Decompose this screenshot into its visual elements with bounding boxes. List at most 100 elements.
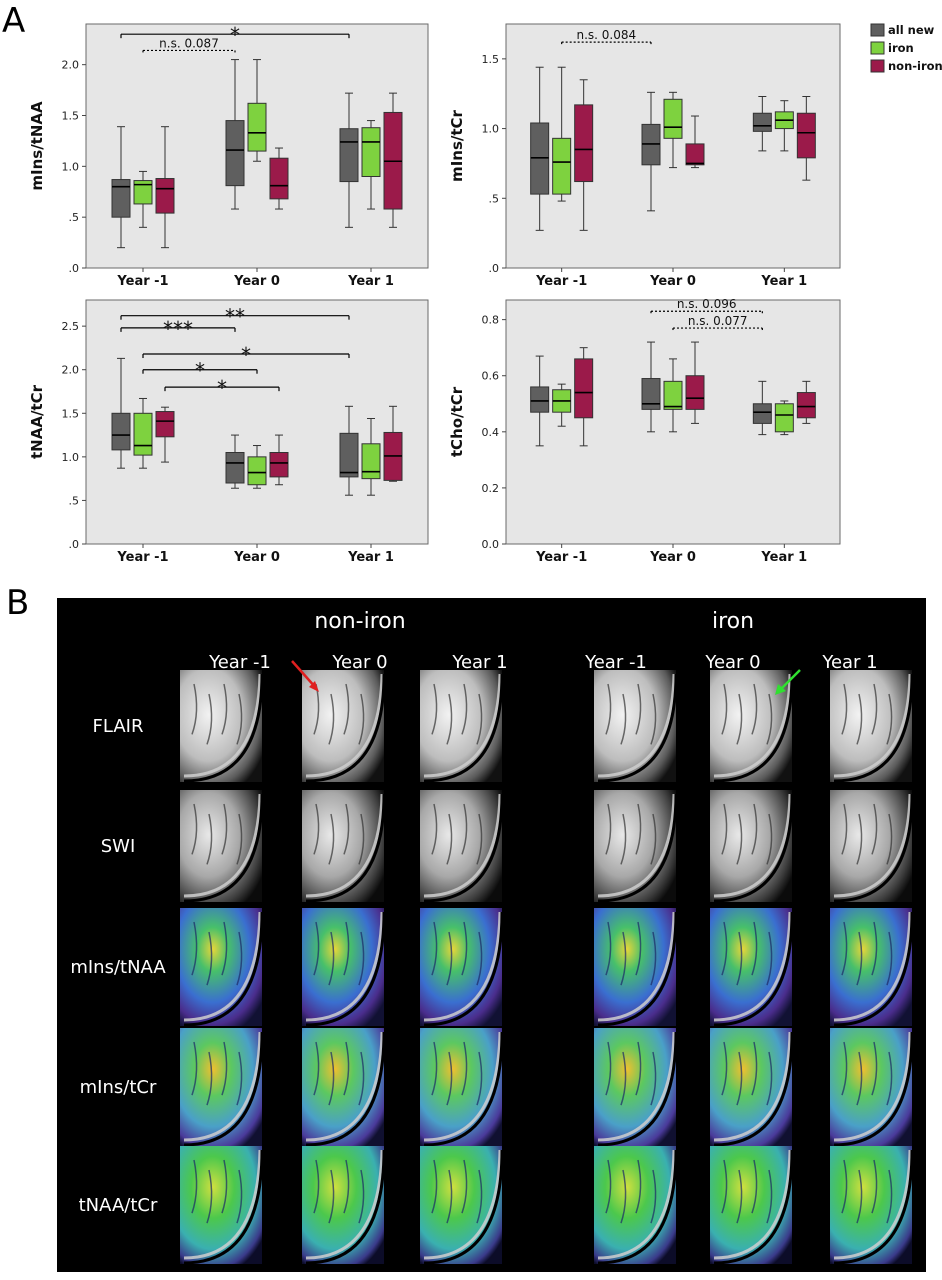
significance-bracket: n.s. 0.087 xyxy=(142,36,236,55)
mri-tile xyxy=(180,790,264,903)
box-body xyxy=(269,157,289,200)
box-body xyxy=(552,137,572,195)
x-tick-label: Year 1 xyxy=(347,550,394,565)
y-axis-label: tNAA/tCr xyxy=(28,384,46,459)
box-iron-3 xyxy=(774,400,794,436)
mri-tile xyxy=(420,670,504,783)
box-all-new-1 xyxy=(111,357,131,469)
box-all-new-3 xyxy=(339,405,359,496)
year-label: Year 0 xyxy=(704,652,760,673)
mri-tile xyxy=(594,670,678,783)
green-arrow-icon xyxy=(775,669,801,695)
row-labels: FLAIR SWI mIns/tNAA mIns/tCr tNAA/tCr xyxy=(70,716,166,1216)
x-tick-label: Year 0 xyxy=(649,550,696,565)
x-tick-label: Year 1 xyxy=(760,274,807,289)
x-tick-label: Year 1 xyxy=(347,274,394,289)
box-all-new-1 xyxy=(111,126,131,249)
mri-tile xyxy=(594,908,678,1027)
y-tick-label: 0.2 xyxy=(482,482,500,495)
box-body xyxy=(774,403,794,433)
box-body xyxy=(361,443,381,480)
box-body xyxy=(663,380,683,410)
significance-bracket: n.s. 0.096 xyxy=(650,297,763,316)
box-non-iron-1 xyxy=(574,347,594,447)
legend-label: non-iron xyxy=(888,59,942,73)
group-title-iron: iron xyxy=(712,609,754,634)
box-body xyxy=(663,98,683,139)
year-label: Year -1 xyxy=(208,652,271,673)
box-iron-2 xyxy=(247,59,267,162)
row-label: FLAIR xyxy=(93,716,144,737)
mri-tile xyxy=(302,1028,386,1147)
significance-label: n.s. 0.096 xyxy=(677,297,737,311)
row-label: tNAA/tCr xyxy=(79,1195,158,1216)
mri-tile xyxy=(830,670,914,783)
red-arrow-icon xyxy=(291,660,319,692)
box-non-iron-1 xyxy=(574,79,594,231)
chart-4: 0.0 0.2 0.4 0.6 0.8 tCho/tCr Year -1 Year 0 Year… xyxy=(448,297,841,565)
panel-a-label: A xyxy=(2,1,25,41)
y-tick-label: 2.5 xyxy=(62,320,80,333)
x-tick-label: Year -1 xyxy=(116,550,168,565)
mri-tile xyxy=(710,790,794,903)
x-tick-label: Year -1 xyxy=(535,274,587,289)
significance-label: * xyxy=(195,359,205,383)
significance-bracket: ** xyxy=(120,305,350,329)
box-iron-1 xyxy=(133,170,153,228)
box-body xyxy=(339,432,359,478)
y-tick-label: 0.0 xyxy=(482,538,500,551)
box-body xyxy=(133,412,153,456)
legend-swatch xyxy=(870,59,885,73)
y-tick-label: 1.5 xyxy=(62,407,80,420)
box-body xyxy=(685,375,705,410)
mri-tile xyxy=(830,1028,914,1147)
box-body xyxy=(225,452,245,484)
significance-bracket: * xyxy=(142,343,350,367)
legend-swatch xyxy=(870,23,885,37)
box-iron-2 xyxy=(663,91,683,169)
significance-bracket: * xyxy=(164,376,280,400)
y-tick-label: .5 xyxy=(69,211,80,224)
mri-tile xyxy=(830,1146,914,1265)
mri-tile xyxy=(710,908,794,1027)
mri-tile xyxy=(180,908,264,1027)
year-label: Year 1 xyxy=(821,652,877,673)
box-iron-1 xyxy=(133,397,153,469)
box-body xyxy=(796,112,816,159)
box-non-iron-2 xyxy=(685,341,705,424)
box-body xyxy=(641,378,661,410)
mri-panel: non-iron iron Year -1 Year 0 Year 1 Year -1… xyxy=(57,598,926,1272)
mri-tile xyxy=(710,1146,794,1265)
y-tick-label: 1.0 xyxy=(482,123,500,136)
y-tick-label: 0.8 xyxy=(482,314,500,327)
mri-tile xyxy=(710,1028,794,1147)
y-tick-label: .0 xyxy=(69,262,80,275)
y-tick-label: 2.0 xyxy=(62,59,80,72)
legend-label: all new xyxy=(888,23,935,37)
box-body xyxy=(752,112,772,132)
y-tick-label: .5 xyxy=(489,192,500,205)
box-non-iron-1 xyxy=(155,406,175,463)
box-iron-3 xyxy=(361,418,381,496)
significance-bracket: * xyxy=(120,23,350,47)
box-iron-1 xyxy=(552,383,572,427)
y-tick-label: 0.6 xyxy=(482,370,500,383)
mri-tile xyxy=(594,790,678,903)
significance-label: * xyxy=(217,376,227,400)
significance-bracket: * xyxy=(142,359,258,383)
y-tick-label: 2.0 xyxy=(62,364,80,377)
mri-tile xyxy=(180,670,264,783)
row-label: mIns/tCr xyxy=(80,1077,157,1098)
significance-label: n.s. 0.077 xyxy=(688,314,748,328)
box-non-iron-2 xyxy=(269,434,289,486)
box-body xyxy=(247,456,267,486)
box-body xyxy=(247,102,267,152)
mri-tile xyxy=(420,1028,504,1147)
y-tick-label: .0 xyxy=(489,262,500,275)
box-all-new-2 xyxy=(225,434,245,489)
y-tick-label: 1.5 xyxy=(62,110,80,123)
significance-label: n.s. 0.084 xyxy=(577,28,637,42)
mri-tile xyxy=(302,908,386,1027)
significance-label: ** xyxy=(225,305,245,329)
box-non-iron-3 xyxy=(383,92,403,228)
